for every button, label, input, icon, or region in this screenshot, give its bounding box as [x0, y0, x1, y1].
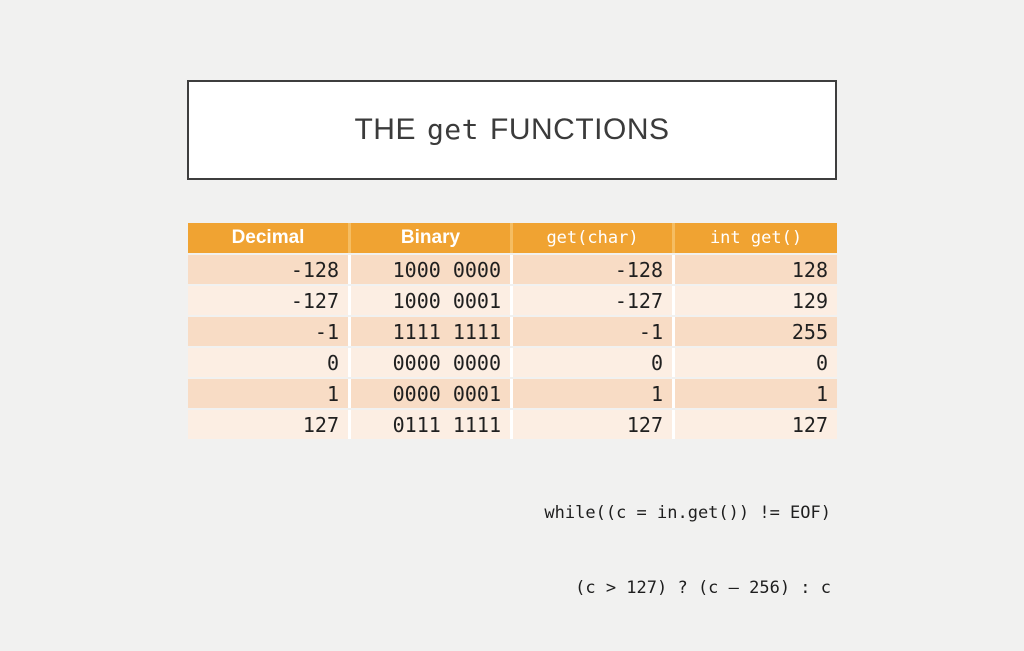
title-post: FUNCTIONS	[490, 113, 670, 146]
cell-get-char: 0	[513, 348, 672, 377]
code-snippet: while((c = in.get()) != EOF) (c > 127) ?…	[544, 451, 831, 651]
slide: THE get FUNCTIONS Decimal Binary get(cha…	[187, 80, 837, 598]
title-pre: THE	[354, 113, 416, 146]
cell-int-get: 1	[675, 379, 837, 408]
cell-get-char: -128	[513, 255, 672, 284]
cell-get-char: 127	[513, 410, 672, 439]
table-row: 1 0000 0001 1 1	[188, 379, 837, 408]
cell-int-get: 128	[675, 255, 837, 284]
page-title: THE get FUNCTIONS	[354, 113, 669, 147]
cell-decimal: -127	[188, 286, 348, 315]
code-line-1: while((c = in.get()) != EOF)	[544, 503, 831, 523]
cell-get-char: -127	[513, 286, 672, 315]
cell-int-get: 0	[675, 348, 837, 377]
cell-int-get: 127	[675, 410, 837, 439]
cell-decimal: 127	[188, 410, 348, 439]
header-int-get: int get()	[675, 223, 837, 253]
cell-binary: 0000 0000	[351, 348, 510, 377]
table-row: -128 1000 0000 -128 128	[188, 255, 837, 284]
cell-binary: 0000 0001	[351, 379, 510, 408]
cell-decimal: -128	[188, 255, 348, 284]
cell-decimal: 1	[188, 379, 348, 408]
table-header-row: Decimal Binary get(char) int get()	[188, 223, 837, 253]
cell-int-get: 129	[675, 286, 837, 315]
table-row: -127 1000 0001 -127 129	[188, 286, 837, 315]
title-box: THE get FUNCTIONS	[187, 80, 837, 180]
cell-decimal: 0	[188, 348, 348, 377]
cell-binary: 1111 1111	[351, 317, 510, 346]
cell-decimal: -1	[188, 317, 348, 346]
cell-get-char: -1	[513, 317, 672, 346]
title-code-word: get	[426, 113, 480, 146]
cell-get-char: 1	[513, 379, 672, 408]
code-line-2: (c > 127) ? (c – 256) : c	[575, 578, 831, 598]
header-get-char: get(char)	[513, 223, 672, 253]
table-row: 127 0111 1111 127 127	[188, 410, 837, 439]
cell-binary: 1000 0001	[351, 286, 510, 315]
cell-binary: 1000 0000	[351, 255, 510, 284]
cell-binary: 0111 1111	[351, 410, 510, 439]
header-decimal: Decimal	[188, 223, 348, 253]
table-row: -1 1111 1111 -1 255	[188, 317, 837, 346]
header-binary: Binary	[351, 223, 510, 253]
table-row: 0 0000 0000 0 0	[188, 348, 837, 377]
cell-int-get: 255	[675, 317, 837, 346]
get-functions-table: Decimal Binary get(char) int get() -128 …	[188, 223, 837, 439]
